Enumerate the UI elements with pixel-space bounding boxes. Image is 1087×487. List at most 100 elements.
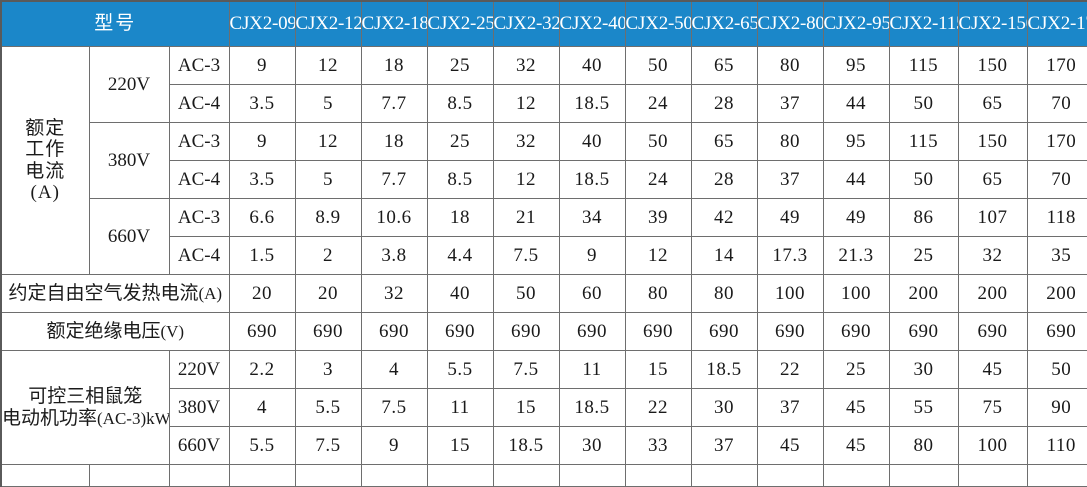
table-row: AC-4 3.5 5 7.7 8.5 12 18.5 24 28 37 44 5… xyxy=(1,84,1087,123)
cell-value: 80 xyxy=(624,274,692,313)
cell-value: 118 xyxy=(1026,198,1087,237)
cell-value: 21 xyxy=(492,198,560,237)
label-line-2: 电动机功率(AC-3)kW xyxy=(2,407,169,429)
cell-value: 50 xyxy=(492,274,560,313)
duty-label-ac3: AC-3 xyxy=(168,46,230,85)
cell-value: 65 xyxy=(957,160,1028,199)
cell-empty xyxy=(822,463,890,487)
label-unit: (V) xyxy=(160,321,185,341)
label-line-2-unit: (AC-3)kW xyxy=(97,408,169,428)
cell-value: 70 xyxy=(1026,160,1087,199)
table-row: 约定自由空气发热电流(A) 20 20 32 40 50 60 80 80 10… xyxy=(0,274,1087,313)
cell-value: 70 xyxy=(1026,84,1087,123)
cell-value: 9 xyxy=(360,426,428,465)
cell-value: 8.5 xyxy=(426,84,494,123)
cell-value: 45 xyxy=(957,350,1028,389)
header-model-cjx2-80: CJX2-80(Z) xyxy=(756,0,824,47)
cell-value: 37 xyxy=(690,426,758,465)
cell-value: 5.5 xyxy=(228,426,296,465)
cell-value: 20 xyxy=(228,274,296,313)
label-line-2: 工作 xyxy=(25,139,66,161)
cell-value: 37 xyxy=(756,84,824,123)
cell-value: 5 xyxy=(294,160,362,199)
cell-empty xyxy=(957,463,1028,487)
voltage-label-380v: 380V xyxy=(168,388,230,427)
cell-value: 115 xyxy=(888,122,959,161)
table-row: AC-4 3.5 5 7.7 8.5 12 18.5 24 28 37 44 5… xyxy=(1,160,1087,199)
cell-value: 20 xyxy=(294,274,362,313)
cell-value: 12 xyxy=(624,236,692,275)
cell-value: 40 xyxy=(558,122,626,161)
cell-value: 7.5 xyxy=(294,426,362,465)
cell-value: 35 xyxy=(1026,236,1087,275)
cell-value: 15 xyxy=(624,350,692,389)
cell-value: 3.5 xyxy=(228,84,296,123)
cell-value: 65 xyxy=(690,122,758,161)
cell-value: 95 xyxy=(822,122,890,161)
table-row: 可控三相鼠笼 电动机功率(AC-3)kW 220V 2.2 3 4 5.5 7.… xyxy=(0,350,1087,465)
cell-value: 32 xyxy=(492,122,560,161)
header-model-cjx2-12: CJX2-12(Z) xyxy=(294,0,362,47)
header-model-cjx2-65: CJX2-65(Z) xyxy=(690,0,758,47)
cell-value: 9 xyxy=(558,236,626,275)
cell-value: 7.7 xyxy=(360,160,428,199)
cell-value: 22 xyxy=(756,350,824,389)
cell-value: 24 xyxy=(624,84,692,123)
cell-value: 170 xyxy=(1026,122,1087,161)
cell-value: 11 xyxy=(426,388,494,427)
cell-value: 49 xyxy=(822,198,890,237)
cell-value: 690 xyxy=(756,312,824,351)
cell-value: 200 xyxy=(888,274,959,313)
label-line-1: 可控三相鼠笼 xyxy=(28,386,143,408)
cell-value: 12 xyxy=(294,122,362,161)
cell-value: 42 xyxy=(690,198,758,237)
cell-value: 5.5 xyxy=(426,350,494,389)
cell-value: 18.5 xyxy=(558,160,626,199)
cell-value: 12 xyxy=(492,84,560,123)
cell-value: 7.5 xyxy=(492,236,560,275)
cell-value: 7.5 xyxy=(360,388,428,427)
cell-value: 18.5 xyxy=(492,426,560,465)
cell-empty xyxy=(168,463,230,487)
cell-value: 6.6 xyxy=(228,198,296,237)
cell-value: 44 xyxy=(822,160,890,199)
cell-empty xyxy=(228,463,296,487)
header-model-cjx2-09: CJX2-09(Z) xyxy=(228,0,296,47)
cell-value: 18.5 xyxy=(558,388,626,427)
cell-value: 690 xyxy=(492,312,560,351)
header-model-cjx2-18: CJX2-18(Z) xyxy=(360,0,428,47)
cell-value: 34 xyxy=(558,198,626,237)
cell-value: 690 xyxy=(690,312,758,351)
cell-value: 150 xyxy=(957,122,1028,161)
header-model-cjx2-95: CJX2-95(Z) xyxy=(822,0,890,47)
cell-value: 28 xyxy=(690,84,758,123)
cell-value: 2.2 xyxy=(228,350,296,389)
table-row: 额定绝缘电压(V) 690 690 690 690 690 690 690 69… xyxy=(0,312,1087,351)
label-line-2-text: 电动机功率 xyxy=(2,407,98,429)
voltage-label-220v: 220V xyxy=(168,350,230,389)
cell-value: 37 xyxy=(756,160,824,199)
cell-value: 65 xyxy=(690,46,758,85)
cell-value: 25 xyxy=(888,236,959,275)
cell-value: 170 xyxy=(1026,46,1087,85)
cell-value: 690 xyxy=(822,312,890,351)
cell-value: 95 xyxy=(822,46,890,85)
cell-value: 690 xyxy=(294,312,362,351)
table-header: 型号 CJX2-09(Z) CJX2-12(Z) CJX2-18(Z) CJX2… xyxy=(0,0,1087,47)
cell-value: 33 xyxy=(624,426,692,465)
cell-value: 110 xyxy=(1026,426,1087,465)
cell-value: 25 xyxy=(426,46,494,85)
cell-value: 18 xyxy=(360,46,428,85)
label-line-4: (A) xyxy=(30,181,60,203)
cell-value: 9 xyxy=(228,46,296,85)
cell-value: 15 xyxy=(492,388,560,427)
cell-value: 80 xyxy=(756,122,824,161)
cell-value: 50 xyxy=(624,46,692,85)
cell-value: 18 xyxy=(426,198,494,237)
voltage-label-660v: 660V xyxy=(88,198,170,275)
cell-empty xyxy=(0,463,90,487)
cell-value: 690 xyxy=(360,312,428,351)
table-row: 额定 工作 电流 (A) 220V AC-3 9 12 18 25 32 40 … xyxy=(0,46,1087,275)
cell-value: 7.7 xyxy=(360,84,428,123)
cell-value: 30 xyxy=(888,350,959,389)
